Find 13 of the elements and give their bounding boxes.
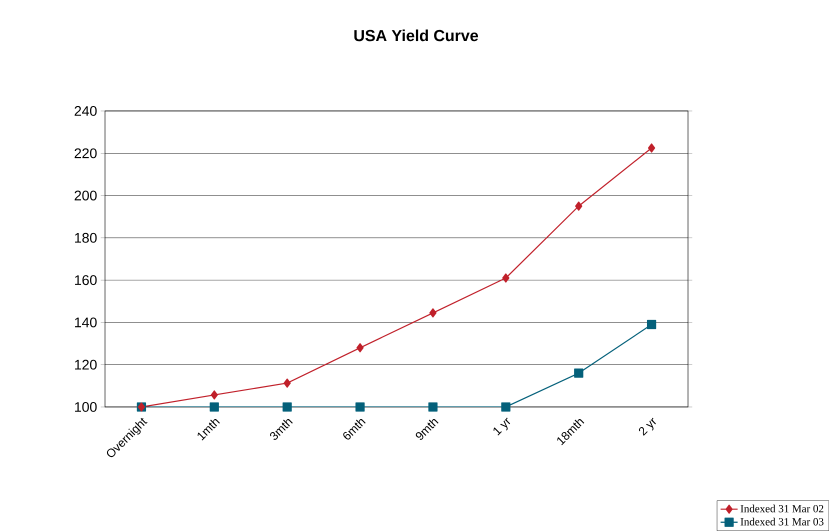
y-tick-label: 180 xyxy=(75,232,97,243)
y-tick-label: 240 xyxy=(74,106,97,116)
legend-label: Indexed 31 Mar 03 xyxy=(740,518,824,526)
x-tick-label: 1 yr xyxy=(493,418,510,436)
y-tick-label: 120 xyxy=(75,360,97,370)
y-tick-label: 200 xyxy=(74,190,97,200)
y-tick-label: 140 xyxy=(75,317,97,328)
y-tick-label: 160 xyxy=(75,275,97,286)
x-tick-label: 2 yr xyxy=(638,418,656,436)
y-tick-label: 100 xyxy=(75,402,97,412)
legend-label: Indexed 31 Mar 02 xyxy=(740,504,824,512)
chart-title: USA Yield Curve xyxy=(354,30,478,42)
y-tick-label: 220 xyxy=(74,148,97,158)
